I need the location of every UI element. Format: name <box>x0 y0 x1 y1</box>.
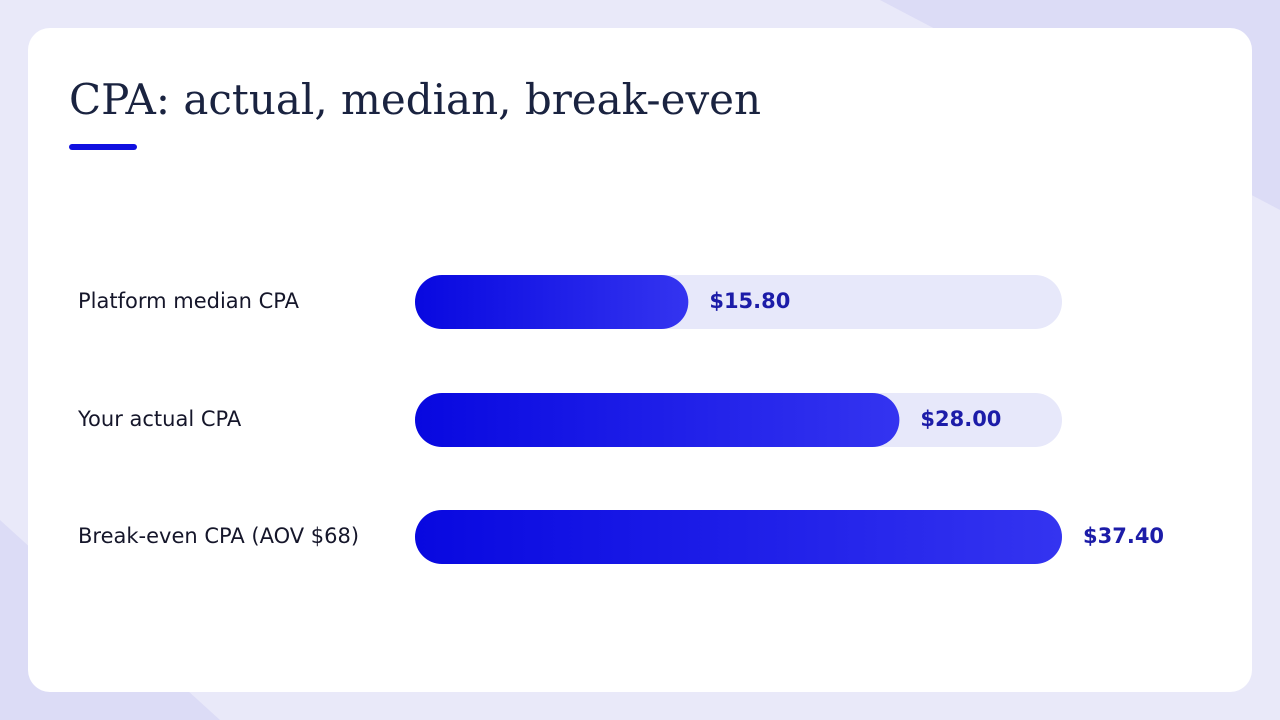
chart-title: CPA: actual, median, break-even <box>69 75 761 124</box>
bar <box>415 510 1062 564</box>
card <box>28 28 1252 692</box>
title-underline <box>69 144 137 150</box>
category-label: Platform median CPA <box>78 289 300 313</box>
category-label: Break-even CPA (AOV $68) <box>78 524 359 548</box>
category-label: Your actual CPA <box>77 407 242 431</box>
value-label: $37.40 <box>1083 524 1164 548</box>
bar <box>415 393 900 447</box>
bar <box>415 275 689 329</box>
value-label: $15.80 <box>709 289 790 313</box>
value-label: $28.00 <box>920 407 1001 431</box>
